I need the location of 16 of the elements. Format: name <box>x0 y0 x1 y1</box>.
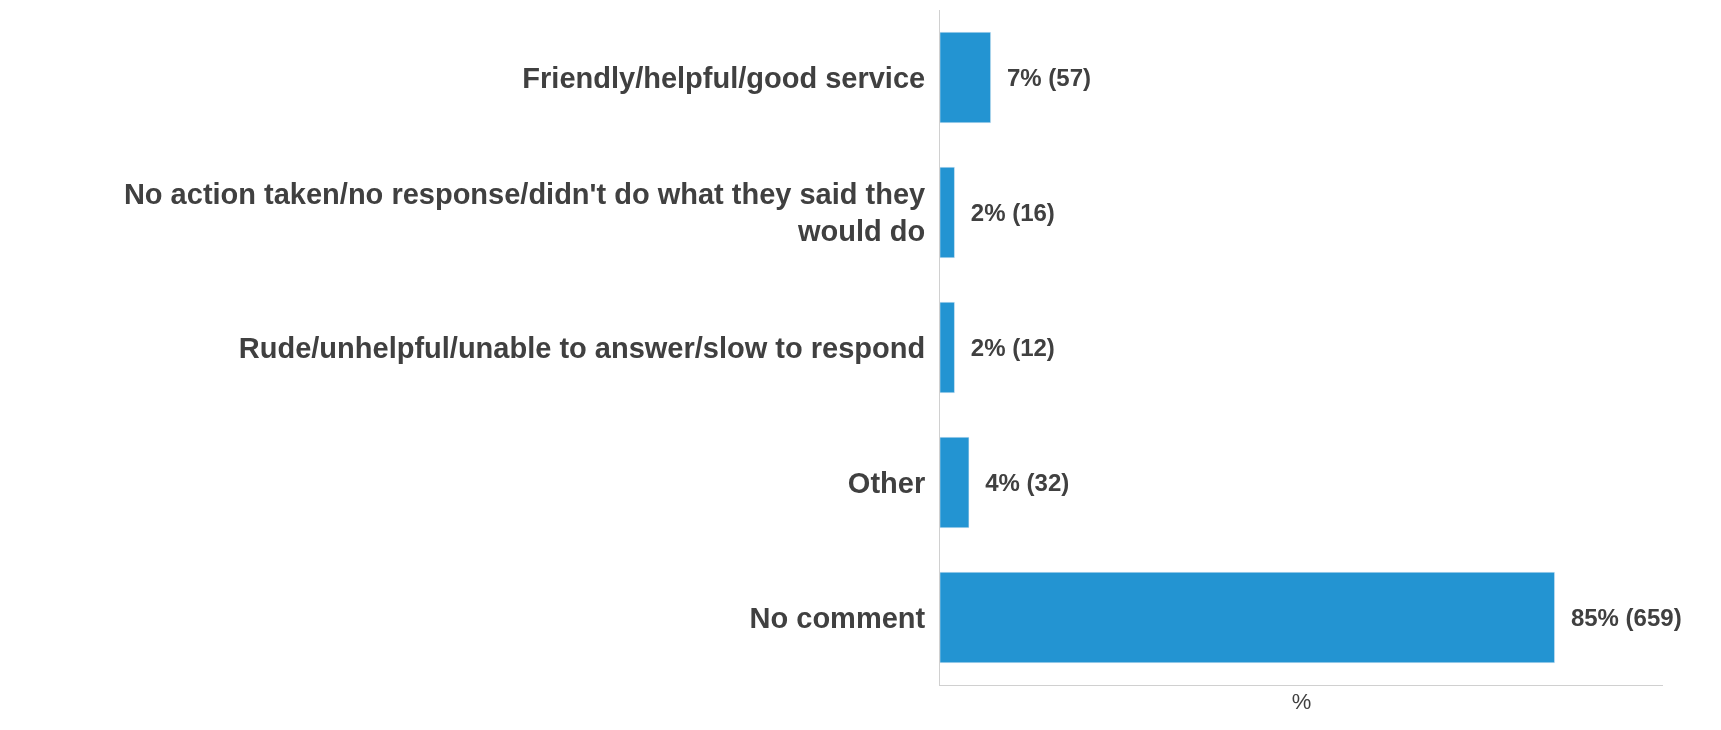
bar <box>940 302 955 393</box>
y-tick-label: Friendly/helpful/good service <box>522 61 926 94</box>
data-label: 2% (16) <box>957 199 1055 227</box>
y-tick-label: No action taken/no response/didn't do what they said they would do <box>123 177 926 248</box>
data-label: 7% (57) <box>993 64 1091 91</box>
data-label: 85% (659) <box>1557 604 1682 632</box>
data-label: 2% (12) <box>957 334 1055 361</box>
y-tick-label: Rude/unhelpful/unable to answer/slow to respond <box>238 331 926 364</box>
bar <box>940 572 1555 663</box>
y-tick-label: No comment <box>749 601 926 634</box>
bar <box>940 167 955 258</box>
y-tick-label: Other <box>847 466 926 499</box>
bar <box>940 32 991 123</box>
data-label: 4% (32) <box>971 469 1070 497</box>
x-axis-title: % <box>1291 688 1312 714</box>
bar <box>940 437 970 528</box>
